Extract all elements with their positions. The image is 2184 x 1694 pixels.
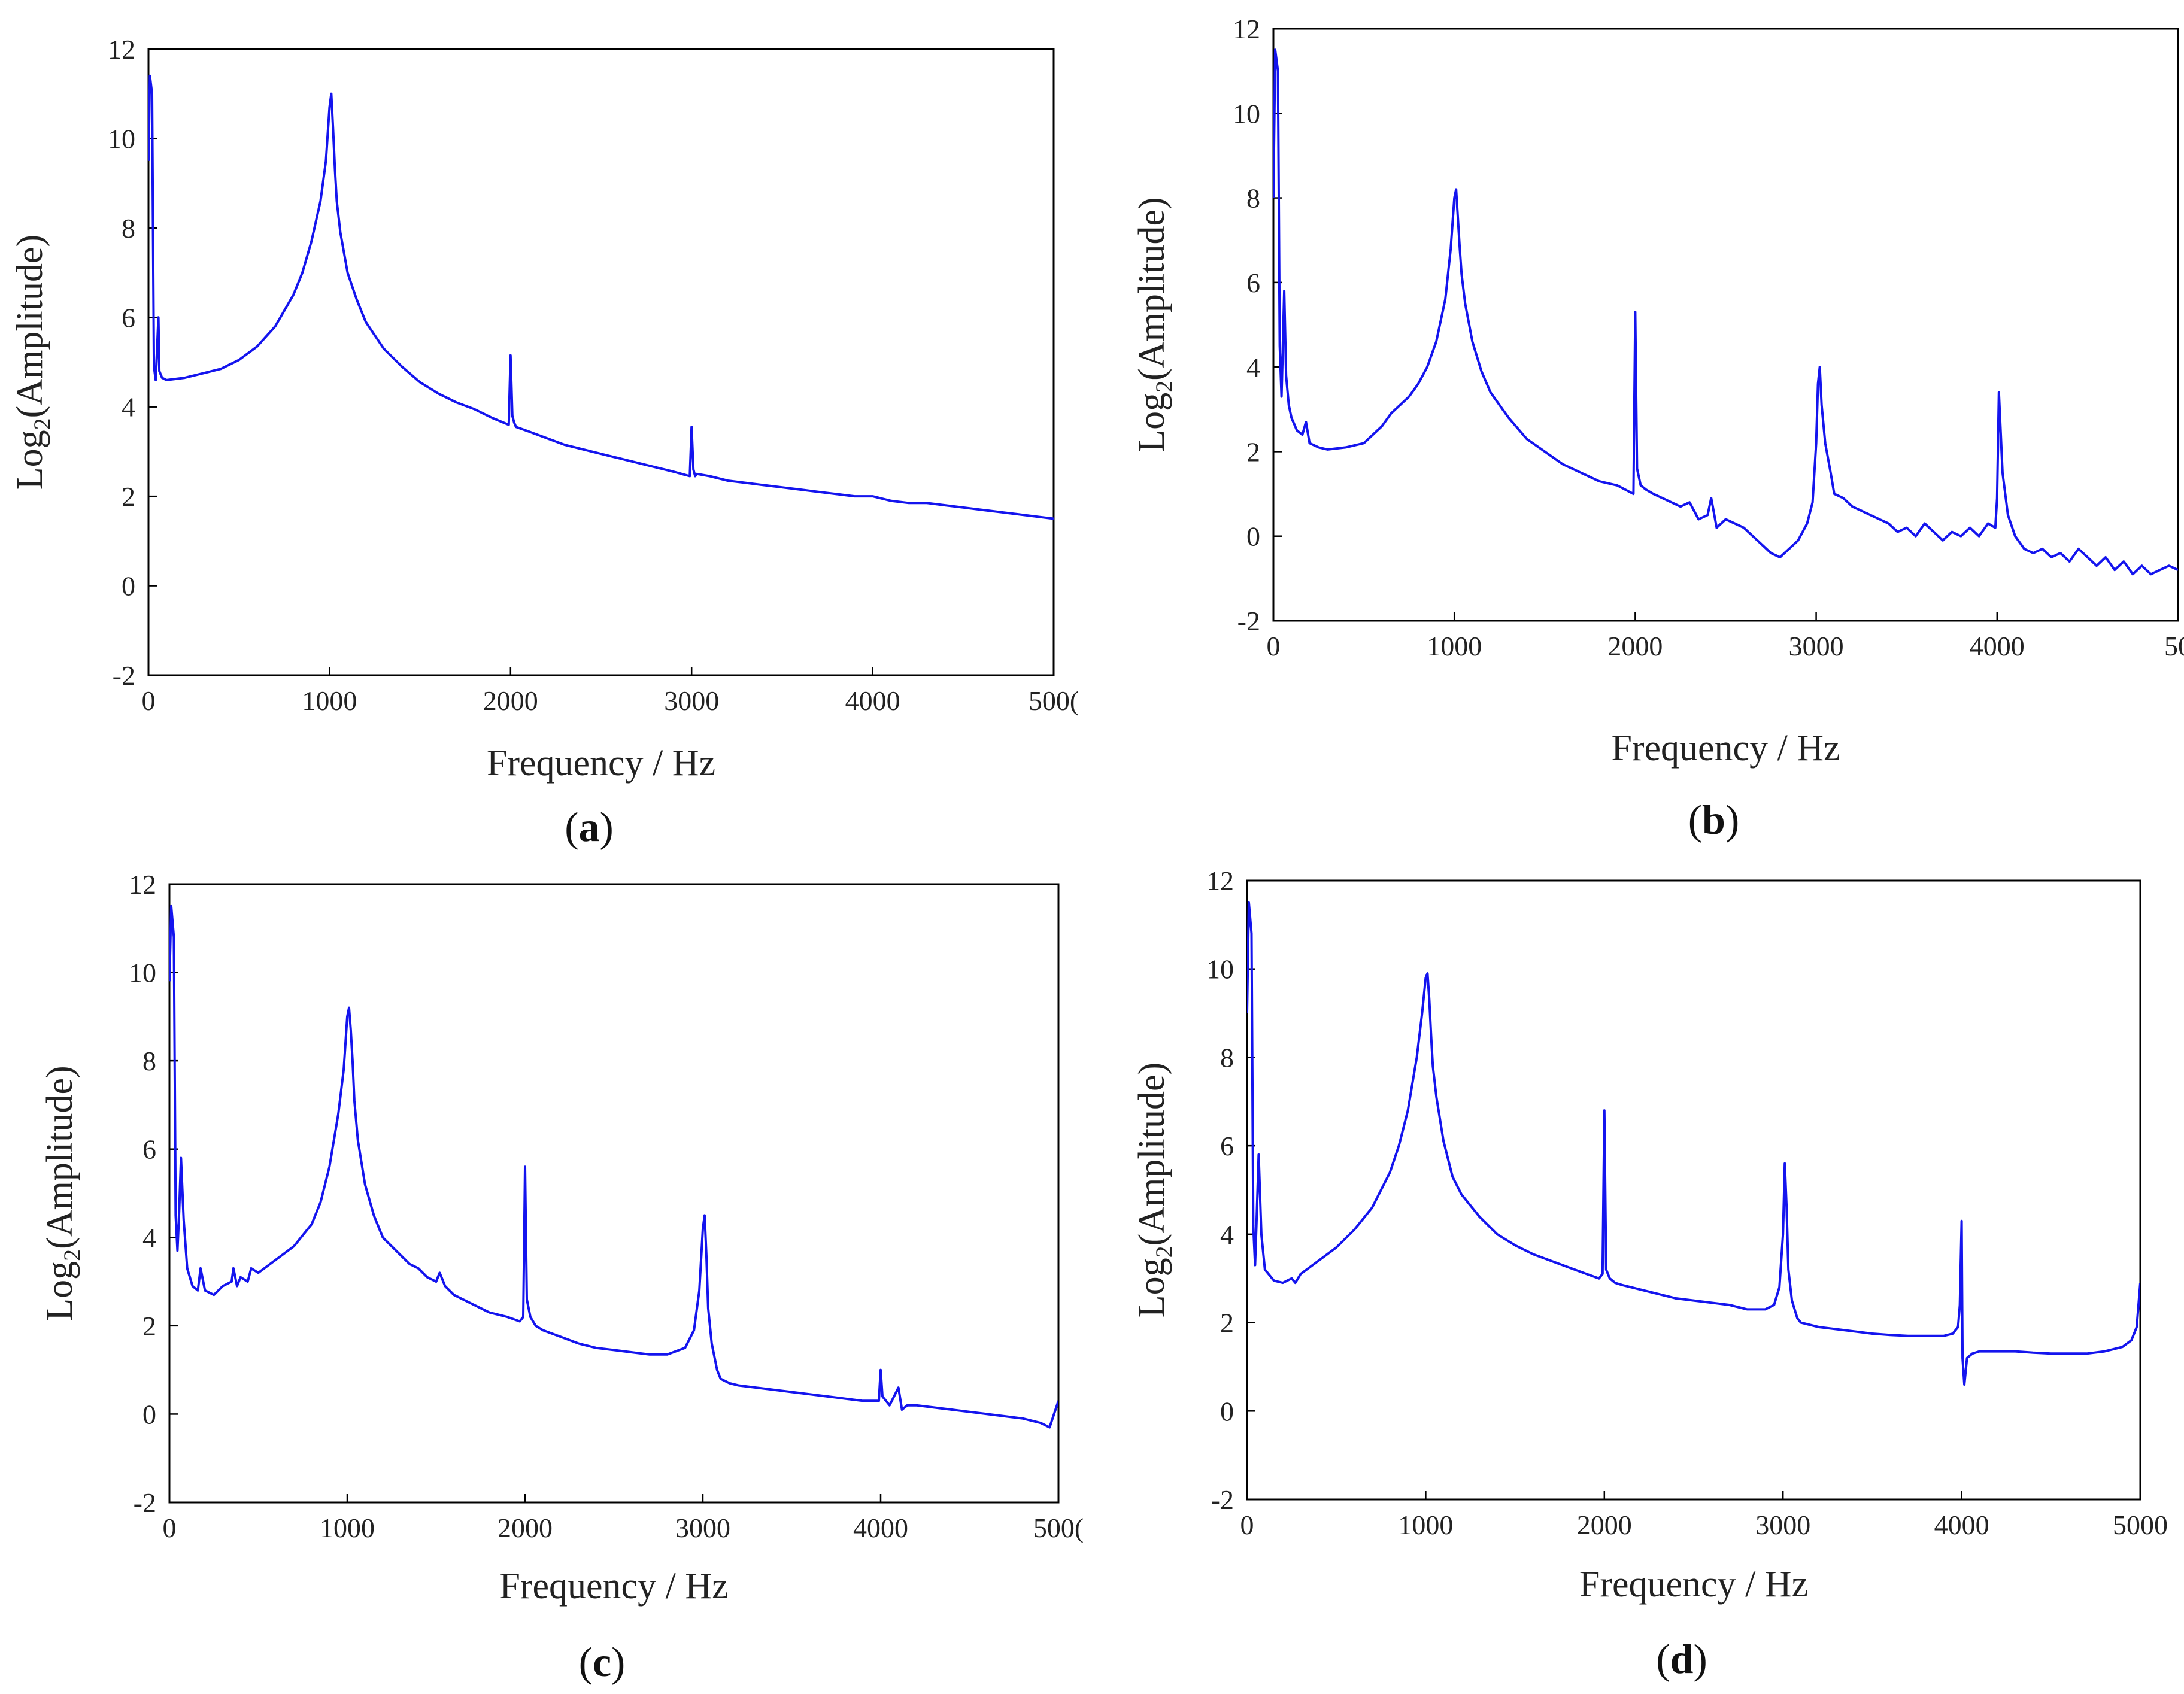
chart-c-y-tick-label-0: 0	[142, 1399, 156, 1429]
chart-b-svg: 0100020003000400050-2024681012Frequency …	[1132, 14, 2184, 843]
chart-b-x-axis-title: Frequency / Hz	[1611, 728, 1840, 769]
panel-c: 0 1000 2000 3000 4000 500(-2 0 2 4 6 8 10 12 Frequenc…	[0, 847, 1092, 1694]
chart-a-x-tick-label-5000: 500(	[1029, 685, 1079, 716]
chart-d-y-tick-label-8: 8	[1220, 1042, 1234, 1073]
chart-c-caption: (c)	[579, 1640, 626, 1686]
chart-a-caption: (a)	[565, 805, 614, 851]
chart-d-y-tick-label--2: -2	[1211, 1484, 1234, 1515]
chart-b-y-tick-label-0: 0	[1246, 521, 1260, 552]
chart-d-y-tick-label-6: 6	[1220, 1131, 1234, 1161]
chart-d-x-axis-title: Frequency / Hz	[1579, 1564, 1808, 1605]
chart-a-x-tick-label-2000: 2000	[483, 685, 538, 716]
panel-d: 0 1000 2000 3000 4000 5000 -2 0 2 4 6 8 10 12 Frequenc…	[1092, 847, 2184, 1694]
chart-b-plot-frame	[1272, 28, 2179, 622]
chart-c-x-tick-label-5000: 500(	[1033, 1513, 1084, 1543]
chart-d-y-tick-label-0: 0	[1220, 1396, 1234, 1426]
chart-d-series-line-spectrum	[1247, 901, 2140, 1386]
chart-d-plot-frame	[1246, 879, 2141, 1501]
chart-c-x-tick-label-0: 0	[163, 1513, 177, 1543]
chart-c-x-tick-label-1000: 1000	[320, 1513, 375, 1543]
chart-b-y-tick-label-2: 2	[1246, 436, 1260, 467]
chart-c-plot-frame	[168, 883, 1060, 1504]
chart-c-x-tick-label-2000: 2000	[498, 1513, 553, 1543]
chart-d-y-tick-label-2: 2	[1220, 1308, 1234, 1338]
panel-a: 0 1000 2000 3000 4000 500(-2 0 2 4 6 8 10 12 Frequenc…	[0, 0, 1092, 851]
chart-b-x-tick-label-2000: 2000	[1607, 631, 1663, 661]
chart-b-x-tick-label-4000: 4000	[1970, 631, 2025, 661]
chart-d-y-tick-label-10: 10	[1206, 954, 1234, 985]
chart-a-x-tick-label-3000: 3000	[664, 685, 719, 716]
chart-b-x-tick-label-1000: 1000	[1427, 631, 1482, 661]
chart-c-x-axis-title: Frequency / Hz	[499, 1566, 728, 1607]
chart-d-x-tick-label-3000: 3000	[1755, 1510, 1810, 1540]
chart-c-svg: 0 1000 2000 3000 4000 500(-2024681012Frequenc…	[40, 869, 1084, 1686]
chart-c-series-line-spectrum	[169, 904, 1058, 1429]
chart-b-y-tick-label-8: 8	[1246, 183, 1260, 214]
chart-a-y-tick-label-6: 6	[122, 302, 135, 333]
chart-b-x-tick-label-3000: 3000	[1789, 631, 1844, 661]
chart-d-caption: (d)	[1656, 1637, 1707, 1683]
chart-c-x-tick-label-4000: 4000	[853, 1513, 908, 1543]
chart-d-svg: 0 1000 2000 3000 4000 5000-2024681012Frequenc…	[1132, 866, 2168, 1683]
chart-a-y-tick-label-8: 8	[122, 213, 135, 244]
chart-a-y-tick-label-4: 4	[122, 392, 135, 423]
chart-d-x-tick-label-1000: 1000	[1398, 1510, 1453, 1540]
chart-c-y-tick-label-12: 12	[129, 869, 156, 900]
chart-c-y-tick-label-10: 10	[129, 958, 156, 988]
chart-a-y-tick-label-12: 12	[108, 34, 135, 65]
chart-d-x-tick-label-2000: 2000	[1577, 1510, 1632, 1540]
chart-d-x-tick-label-5000: 5000	[2113, 1510, 2168, 1540]
chart-b-caption: (b)	[1688, 797, 1740, 843]
chart-a-y-tick-label--2: -2	[113, 660, 135, 691]
chart-a-y-tick-label-0: 0	[122, 571, 135, 602]
chart-a-y-tick-label-10: 10	[108, 123, 135, 154]
chart-d-y-axis-title: Log2(Amplitude)	[1132, 1062, 1178, 1317]
chart-d-y-tick-label-12: 12	[1206, 866, 1234, 896]
chart-b-y-tick-label--2: -2	[1237, 606, 1260, 636]
chart-b-y-axis-title: Log2(Amplitude)	[1132, 197, 1178, 452]
chart-a-plot-frame	[147, 48, 1055, 676]
chart-c-x-tick-label-3000: 3000	[675, 1513, 730, 1543]
chart-a-series-line-spectrum	[148, 74, 1054, 520]
chart-b-x-tick-label-5000: 50	[2164, 631, 2184, 661]
chart-a-y-tick-label-2: 2	[122, 481, 135, 512]
chart-d-x-tick-label-0: 0	[1240, 1510, 1254, 1540]
chart-c-y-tick-label-4: 4	[142, 1222, 156, 1253]
chart-a-x-axis-title: Frequency / Hz	[487, 743, 715, 784]
chart-b-y-tick-label-12: 12	[1233, 14, 1260, 44]
chart-b-y-tick-label-4: 4	[1246, 352, 1260, 382]
chart-a-x-tick-label-4000: 4000	[845, 685, 900, 716]
chart-b-y-tick-label-6: 6	[1246, 268, 1260, 298]
panel-b: 0100020003000400050-2024681012Frequency …	[1092, 0, 2184, 847]
chart-a-x-tick-label-1000: 1000	[302, 685, 357, 716]
chart-b-x-tick-label-0: 0	[1267, 631, 1281, 661]
chart-a-x-tick-label-0: 0	[142, 685, 156, 716]
chart-c-y-axis-title: Log2(Amplitude)	[40, 1065, 86, 1320]
chart-a-y-axis-title: Log2(Amplitude)	[10, 235, 56, 490]
chart-b-y-tick-label-10: 10	[1233, 98, 1260, 129]
chart-c-y-tick-label-8: 8	[142, 1046, 156, 1076]
chart-c-y-tick-label--2: -2	[134, 1487, 156, 1518]
chart-d-x-tick-label-4000: 4000	[1934, 1510, 1989, 1540]
chart-d-y-tick-label-4: 4	[1220, 1219, 1234, 1250]
chart-a-svg: 0 1000 2000 3000 4000 500(-2024681012Frequenc…	[10, 34, 1079, 851]
chart-c-y-tick-label-6: 6	[142, 1134, 156, 1165]
chart-c-y-tick-label-2: 2	[142, 1311, 156, 1341]
chart-b-series-line-spectrum	[1273, 48, 2178, 576]
